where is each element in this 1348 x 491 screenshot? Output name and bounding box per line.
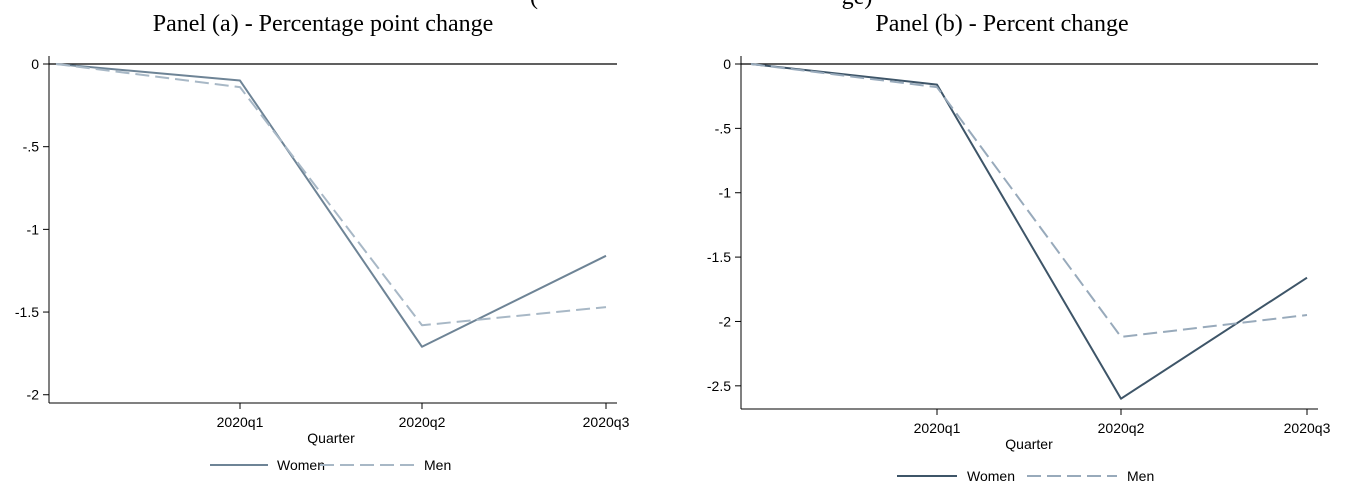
header-fragment-left: (: [530, 0, 538, 10]
series-line-women: [55, 63, 607, 348]
panel-b: Panel (b) - Percent change 0 -.5 -1 -1.5 -2 -…: [707, 11, 1331, 484]
x-tick-label: 2020q3: [583, 414, 630, 430]
header-fragment-right: ge): [842, 0, 873, 10]
x-tick-label: 2020q1: [217, 414, 264, 430]
y-tick-label: -.5: [715, 120, 732, 136]
y-tick-label: -1.5: [707, 249, 731, 265]
y-tick-label: 0: [723, 56, 731, 72]
y-tick-label: -1.5: [15, 304, 39, 320]
y-tick-label: -2: [719, 313, 732, 329]
y-tick-label: 0: [31, 56, 39, 72]
series-line-men: [55, 63, 607, 327]
y-tick-label: -1: [719, 185, 732, 201]
y-tick-label: -2.5: [707, 378, 731, 394]
legend-men-label: Men: [1127, 468, 1154, 484]
y-tick-label: -.5: [23, 139, 40, 155]
x-tick-label: 2020q1: [914, 420, 961, 436]
panel-b-title: Panel (b) - Percent change: [875, 11, 1128, 37]
panel-a-plot: 0 -.5 -1 -1.5 -2 2020q1 2020q2 2020q3 Quarter Wom…: [15, 56, 630, 473]
series-line-men: [750, 63, 1308, 338]
legend-men-label: Men: [424, 457, 451, 473]
panel-a-title: Panel (a) - Percentage point change: [153, 11, 494, 37]
panel-b-plot: 0 -.5 -1 -1.5 -2 -2.5 2020q1 2020q2 2020q3 Quarte…: [707, 56, 1331, 484]
x-tick-label: 2020q2: [399, 414, 446, 430]
y-tick-label: -2: [27, 387, 40, 403]
panel-a: Panel (a) - Percentage point change 0 -.5…: [15, 11, 630, 473]
x-tick-label: 2020q2: [1098, 420, 1145, 436]
series-line-women: [750, 63, 1308, 400]
y-tick-label: -1: [27, 221, 40, 237]
legend-women-label: Women: [277, 457, 325, 473]
x-axis-label: Quarter: [307, 430, 355, 446]
x-axis-label: Quarter: [1005, 436, 1053, 452]
legend-women-label: Women: [967, 468, 1015, 484]
x-tick-label: 2020q3: [1284, 420, 1331, 436]
